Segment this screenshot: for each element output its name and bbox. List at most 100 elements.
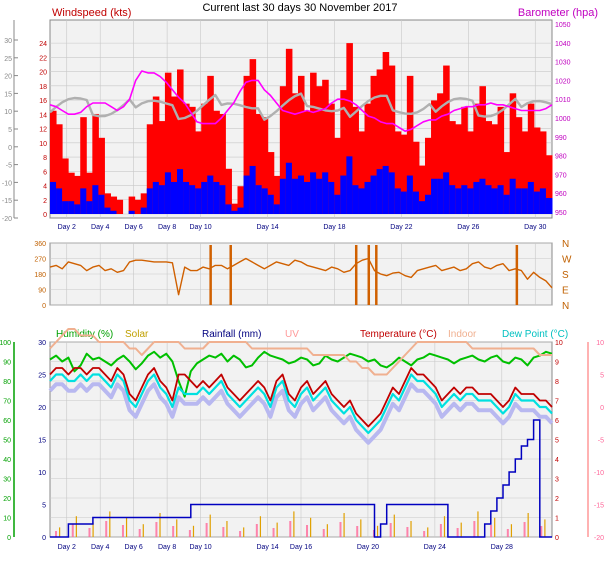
gust-bar [382,52,390,214]
uv-bar [88,528,91,537]
outer-left-tick-label: -15 [2,198,12,205]
baro-tick-label: 1020 [555,78,571,85]
gust-bar [170,96,178,214]
solar-bar [527,513,529,537]
x-tick-label: Day 4 [91,544,109,551]
baro-tick-label: 1050 [555,22,571,29]
gust-bar [461,106,468,214]
chart-title: Current last 30 days 30 November 2017 [202,2,397,14]
uv-bar [155,522,158,537]
gust-bar [164,72,172,214]
direction-tick-label: 180 [34,272,46,279]
temperature-gray-line [49,92,553,121]
uv-bar [222,527,225,537]
wind-avg-bar [533,191,541,214]
gust-bar [291,93,299,214]
wind-avg-bar [158,185,166,214]
temp-tick-label: 10 [555,340,563,347]
wind-avg-bar [382,165,390,214]
compass-label: W [562,255,572,266]
direction-tick-label: 0 [42,303,46,310]
gust-bar [316,86,323,214]
wind-avg-bar [340,175,347,214]
solar-bar [360,519,362,537]
solar-bar [243,527,245,537]
gust-bar [243,75,251,214]
gust-bar [225,168,232,214]
wind-avg-bar [56,188,63,214]
x-tick-label: Day 10 [190,544,212,551]
wind-avg-bar [213,181,220,214]
wind-avg-bar [50,181,57,214]
gust-bar [304,110,311,214]
outer-right-tick-label: -20 [594,535,604,542]
humidity-tick-label: 20 [3,496,11,503]
gust-bar [473,103,480,214]
wind-avg-bar [497,185,505,214]
baro-tick-label: 950 [555,210,567,217]
solar-bar [310,517,312,537]
gust-bar [110,196,118,214]
temp-tick-label: 8 [555,379,559,386]
gust-bar [213,110,220,214]
rain-tick-label: 25 [38,373,46,380]
legend-label: Solar [125,329,149,340]
wind-tick-label: 20 [39,70,47,77]
wind-avg-bar [207,175,214,214]
wind-avg-bar [424,194,432,214]
wind-avg-bar [539,188,547,214]
wind-avg-bar [231,210,238,214]
wind-tick-label: 10 [39,141,47,148]
gust-bar [56,124,63,214]
gust-bar [255,113,263,214]
solar-bar [544,519,546,537]
temp-tick-label: 2 [555,496,559,503]
gust-bar [334,137,341,214]
dewpoint-line [49,373,553,435]
baro-tick-label: 960 [555,191,567,198]
indoor-line [49,328,552,376]
wind-avg-bar [267,194,275,214]
uv-bar [239,531,242,537]
barometer-line [49,70,553,132]
wind-avg-bar [170,181,178,214]
gust-bar [352,106,359,214]
uv-bar [105,521,108,537]
gust-bar [328,103,335,214]
gust-bar [86,172,93,214]
solar-bar [393,514,395,537]
gust-bar [322,79,329,215]
temp-tick-label: 0 [555,535,559,542]
direction-tick-label: 90 [38,288,46,295]
humidity-tick-label: 60 [3,418,11,425]
solar-bar [92,522,94,537]
solar-bar [276,522,278,537]
solar-bar [494,517,496,537]
wind-avg-bar [364,181,372,214]
gust-bar [370,75,378,214]
gust-bar [503,152,511,214]
wind-tick-label: 18 [39,84,47,91]
gust-bar [533,127,541,214]
outer-left-tick-label: 0 [8,145,12,152]
uv-bar [523,522,526,537]
x-tick-label: Day 22 [390,224,412,231]
temp-tick-label: 7 [555,399,559,406]
wind-tick-label: 24 [39,41,47,48]
dewpoint-shadow-line [48,382,554,445]
gust-bar [388,65,396,214]
uv-bar [289,521,292,537]
baro-tick-label: 990 [555,135,567,142]
uv-bar [188,530,191,537]
rain-tick-label: 5 [42,503,46,510]
gust-bar [539,131,547,214]
temp-tick-label: 4 [555,457,559,464]
temperature-line [49,367,553,428]
uv-bar [339,522,342,537]
wind-avg-bar [491,188,499,214]
wind-avg-bar [273,204,281,214]
uv-bar [322,529,325,537]
gust-bar [237,186,245,214]
